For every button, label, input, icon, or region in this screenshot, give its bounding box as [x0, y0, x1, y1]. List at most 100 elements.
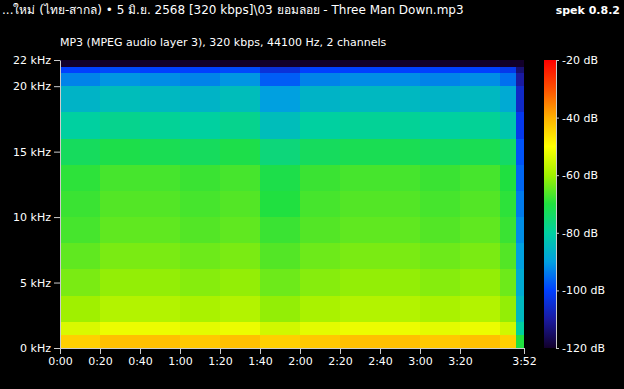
- x-axis-tick-label: 0:20: [88, 355, 113, 368]
- heatmap-cell: [300, 165, 340, 191]
- heatmap-cell: [340, 112, 380, 138]
- heatmap-cell: [100, 296, 140, 322]
- heatmap-cell: [180, 86, 220, 112]
- heatmap-cell: [140, 139, 180, 165]
- x-axis-tick-mark: [180, 348, 181, 354]
- heatmap-cell: [340, 322, 380, 335]
- heatmap-cell: [380, 243, 420, 269]
- y-axis-tick-label: 5 kHz: [20, 277, 51, 290]
- heatmap-cell: [300, 191, 340, 217]
- heatmap-cell: [100, 335, 140, 348]
- heatmap-cell: [140, 67, 180, 74]
- y-axis-tick-label: 10 kHz: [13, 211, 51, 224]
- heatmap-cell: [140, 165, 180, 191]
- heatmap-cell: [516, 165, 524, 191]
- spectrogram-chart: ...ใหม่ (ไทย-สากล) • 5 มิ.ย. 2568 [320 k…: [0, 0, 624, 389]
- heatmap-cell: [140, 191, 180, 217]
- heatmap-cell: [180, 322, 220, 335]
- x-axis-tick: 1:40: [248, 348, 273, 368]
- heatmap-cell: [516, 112, 524, 138]
- heatmap-cell: [380, 139, 420, 165]
- heatmap-cell: [100, 73, 140, 86]
- heatmap-cell: [60, 269, 100, 295]
- x-axis-tick-mark: [340, 348, 341, 354]
- colorbar-axis-tick-label: -60 dB: [562, 169, 598, 182]
- heatmap-cell: [380, 112, 420, 138]
- heatmap-cell: [180, 269, 220, 295]
- heatmap-cell: [500, 112, 516, 138]
- heatmap-cell: [420, 60, 460, 67]
- heatmap-cell: [500, 335, 516, 348]
- colorbar-axis-tick-mark: [556, 60, 559, 61]
- heatmap-cell: [516, 86, 524, 112]
- heatmap-cell: [220, 217, 260, 243]
- y-axis-tick-label: 20 kHz: [13, 80, 51, 93]
- heatmap-cell: [220, 335, 260, 348]
- heatmap-cell: [220, 139, 260, 165]
- x-axis-line: [61, 348, 525, 349]
- heatmap-cell: [420, 139, 460, 165]
- heatmap-cell: [260, 112, 300, 138]
- x-axis-tick: 2:00: [288, 348, 313, 368]
- y-axis: 0 kHz5 kHz10 kHz15 kHz20 kHz22 kHz: [13, 54, 60, 355]
- heatmap-cell: [300, 322, 340, 335]
- heatmap-cell: [180, 73, 220, 86]
- y-axis-tick: 0 kHz: [20, 342, 60, 355]
- x-axis-tick-label: 2:00: [288, 355, 313, 368]
- heatmap-cell: [300, 73, 340, 86]
- y-axis-tick-mark: [54, 152, 60, 153]
- annotation: spek 0.8.2: [556, 4, 620, 17]
- heatmap-cell: [220, 67, 260, 74]
- x-axis-tick: 3:00: [408, 348, 433, 368]
- x-axis-tick-label: 3:20: [448, 355, 473, 368]
- heatmap-cell: [180, 191, 220, 217]
- y-axis-line: [60, 61, 61, 349]
- heatmap-cell: [100, 165, 140, 191]
- heatmap-cell: [460, 165, 500, 191]
- heatmap-cell: [100, 243, 140, 269]
- heatmap-cell: [220, 60, 260, 67]
- background: [0, 0, 624, 389]
- heatmap-cell: [140, 112, 180, 138]
- heatmap-cell: [60, 335, 100, 348]
- heatmap-cell: [300, 86, 340, 112]
- heatmap-cell: [340, 165, 380, 191]
- heatmap-cell: [500, 322, 516, 335]
- heatmap-cell: [300, 60, 340, 67]
- y-axis-tick-mark: [54, 283, 60, 284]
- heatmap-cell: [60, 322, 100, 335]
- heatmap-cell: [140, 243, 180, 269]
- heatmap-cell: [60, 86, 100, 112]
- heatmap-cell: [60, 243, 100, 269]
- colorbar-axis-tick-mark: [556, 175, 559, 176]
- heatmap-cell: [140, 269, 180, 295]
- heatmap-cell: [340, 335, 380, 348]
- heatmap-cell: [100, 322, 140, 335]
- heatmap-cell: [100, 86, 140, 112]
- heatmap-cell: [460, 269, 500, 295]
- heatmap-cell: [420, 86, 460, 112]
- heatmap-cell: [516, 335, 524, 348]
- x-axis-tick: 0:20: [88, 348, 113, 368]
- x-axis: 0:000:200:401:001:201:402:002:202:403:00…: [48, 348, 537, 368]
- heatmap-cell: [260, 335, 300, 348]
- heatmap-cell: [180, 217, 220, 243]
- heatmap-cell: [460, 139, 500, 165]
- x-axis-tick-mark: [140, 348, 141, 354]
- heatmap-cell: [100, 191, 140, 217]
- heatmap-cell: [516, 243, 524, 269]
- heatmap-cell: [420, 269, 460, 295]
- heatmap-cell: [420, 335, 460, 348]
- heatmap-cell: [140, 73, 180, 86]
- colorbar-axis-tick-mark: [556, 118, 559, 119]
- heatmap-cell: [180, 67, 220, 74]
- heatmap-cell: [300, 269, 340, 295]
- heatmap-cell: [420, 73, 460, 86]
- heatmap-cell: [380, 269, 420, 295]
- y-axis-tick-mark: [54, 60, 60, 61]
- colorbar-axis-tick: -20 dB: [556, 54, 598, 67]
- heatmap-cell: [420, 112, 460, 138]
- heatmap-cell: [260, 322, 300, 335]
- heatmap-cell: [220, 86, 260, 112]
- heatmap-cell: [340, 67, 380, 74]
